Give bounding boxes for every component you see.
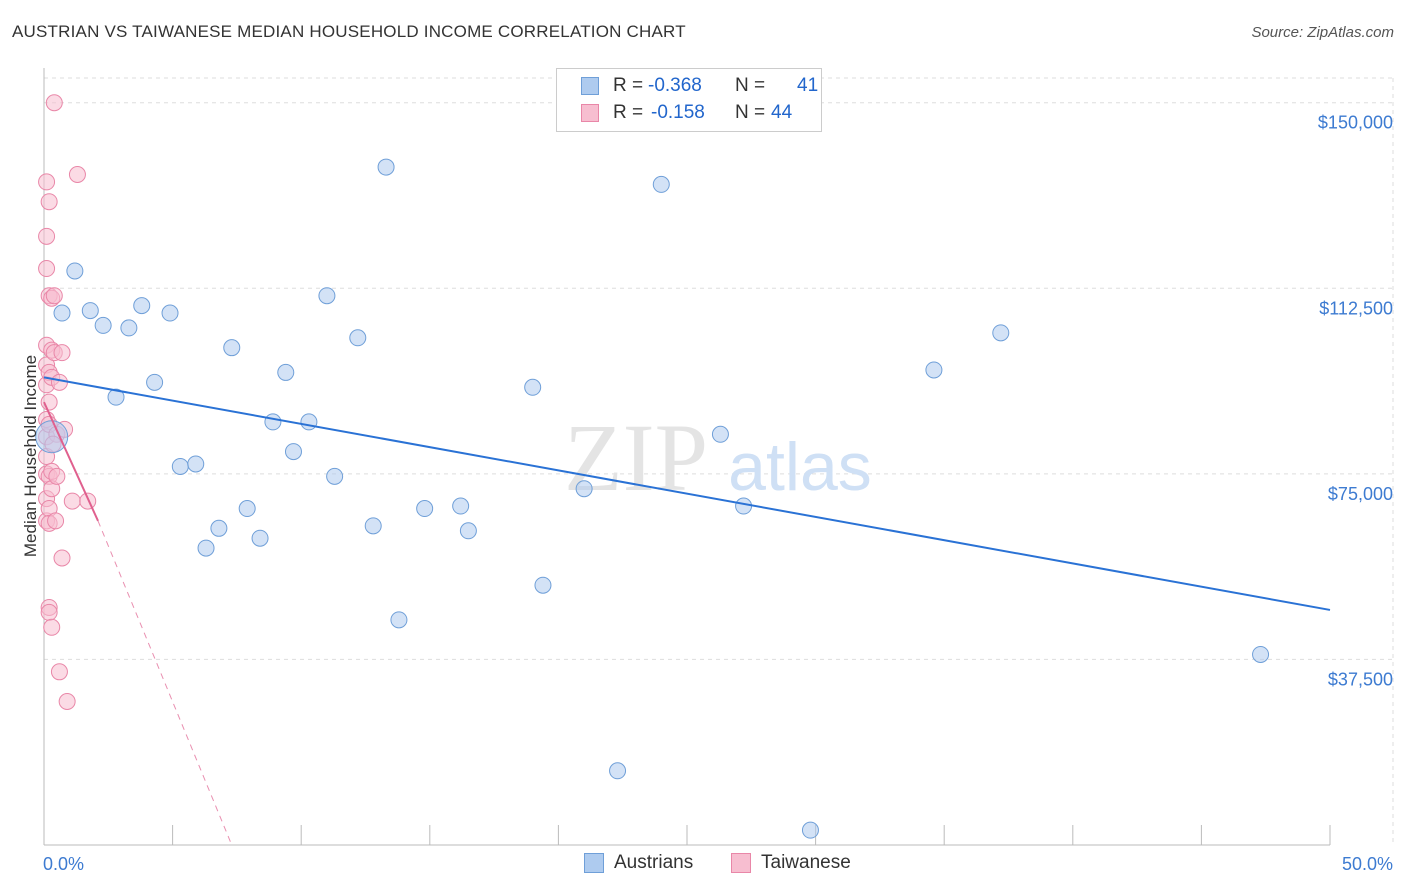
austrians-point — [146, 373, 164, 391]
austrians-series — [35, 158, 1270, 839]
austrians-point — [609, 762, 627, 780]
austrians-point — [35, 420, 69, 454]
austrians-point — [534, 576, 552, 594]
austrians-point — [349, 329, 367, 347]
austrians-point — [575, 480, 593, 498]
tick-labels: $37,500 $75,000 $112,500 $150,000 0.0% 50.0% — [43, 113, 1393, 874]
austrians-point — [223, 339, 241, 357]
taiwanese-point — [38, 173, 56, 191]
y-axis-label: Median Household Income — [21, 355, 40, 557]
austrians-point — [277, 363, 295, 381]
austrians-point — [210, 519, 228, 537]
austrians-point — [652, 175, 670, 193]
taiwanese-point — [45, 94, 63, 112]
austrians-point — [925, 361, 943, 379]
taiwanese-point — [48, 467, 66, 485]
grid-layer — [44, 77, 1395, 845]
taiwanese-trend-line — [43, 401, 99, 522]
taiwanese-legend-label: Taiwanese — [761, 852, 851, 873]
austrians-point — [66, 262, 84, 280]
austrians-point — [171, 457, 189, 475]
austrians-point — [53, 304, 71, 322]
taiwanese-swatch — [581, 104, 599, 122]
x-tick-label: 50.0% — [1342, 854, 1393, 874]
austrians-point — [364, 517, 382, 535]
austrians-legend-label: Austrians — [614, 852, 694, 873]
legend-n-label: N = — [735, 75, 766, 96]
austrians-trend-line — [43, 376, 1331, 611]
taiwanese-point — [79, 492, 97, 510]
taiwanese-point — [40, 193, 58, 211]
legend-n-label: N = — [735, 102, 766, 123]
trend-lines — [43, 376, 1331, 846]
austrians-point — [318, 287, 336, 305]
y-tick-label: $37,500 — [1328, 669, 1393, 689]
legend-r-label: R = — [613, 102, 644, 123]
austrians-point — [81, 302, 99, 320]
legend-r-value: -0.158 — [651, 102, 705, 123]
y-tick-label: $112,500 — [1319, 298, 1393, 318]
austrians-point — [238, 500, 256, 518]
taiwanese-point — [53, 344, 71, 362]
austrians-point — [452, 497, 470, 515]
taiwanese-legend-swatch — [731, 853, 751, 873]
y-tick-label: $150,000 — [1318, 113, 1393, 133]
austrians-point — [524, 378, 542, 396]
chart-title: AUSTRIAN VS TAIWANESE MEDIAN HOUSEHOLD I… — [12, 22, 686, 41]
austrians-point — [94, 316, 112, 334]
legend-n-value: 44 — [771, 102, 793, 123]
austrians-point — [1252, 645, 1270, 663]
legend-r-value: -0.368 — [648, 75, 702, 96]
taiwanese-point — [47, 512, 65, 530]
austrians-point — [264, 413, 282, 431]
austrians-point — [801, 821, 819, 839]
austrians-point — [107, 388, 125, 406]
austrians-legend-swatch — [584, 853, 604, 873]
taiwanese-point — [43, 618, 61, 636]
taiwanese-point — [50, 373, 68, 391]
austrians-point — [284, 443, 302, 461]
austrians-point — [133, 297, 151, 315]
taiwanese-point — [45, 287, 63, 305]
austrians-point — [459, 522, 477, 540]
correlation-legend: R = -0.368 N = 41 R = -0.158 N = 44 — [556, 68, 822, 132]
austrians-point — [197, 539, 215, 557]
taiwanese-point — [38, 260, 56, 278]
taiwanese-point — [53, 549, 71, 567]
austrians-point — [992, 324, 1010, 342]
watermark-atlas: atlas — [728, 429, 872, 505]
austrians-point — [416, 500, 434, 518]
source-label: Source: ZipAtlas.com — [1251, 24, 1394, 41]
legend-n-value: 41 — [797, 75, 819, 96]
taiwanese-point — [50, 663, 68, 681]
taiwanese-point — [63, 492, 81, 510]
austrians-point — [377, 158, 395, 176]
austrians-point — [251, 529, 269, 547]
taiwanese-point — [68, 165, 86, 183]
austrians-point — [120, 319, 138, 337]
taiwanese-point — [38, 227, 56, 245]
austrians-point — [711, 425, 729, 443]
austrians-swatch — [581, 77, 599, 95]
watermark: ZIP atlas — [564, 404, 872, 511]
taiwanese-trend-extension — [97, 520, 233, 846]
austrians-point — [300, 413, 318, 431]
austrians-point — [390, 611, 408, 629]
taiwanese-point — [40, 393, 58, 411]
taiwanese-point — [58, 692, 76, 710]
legend-r-label: R = — [613, 75, 644, 96]
taiwanese-point — [40, 603, 58, 621]
austrians-point — [161, 304, 179, 322]
austrians-point — [326, 467, 344, 485]
austrians-point — [187, 455, 205, 473]
y-tick-label: $75,000 — [1328, 484, 1393, 504]
x-tick-label: 0.0% — [43, 854, 84, 874]
austrians-point — [735, 497, 753, 515]
taiwanese-series — [38, 94, 97, 710]
